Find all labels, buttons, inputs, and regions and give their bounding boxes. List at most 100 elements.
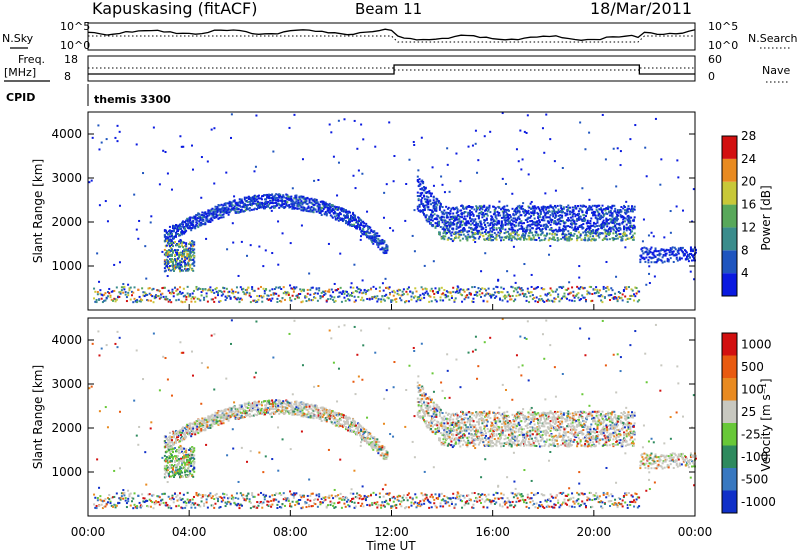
power-point <box>264 207 267 210</box>
power-point <box>255 204 258 207</box>
power-point <box>438 220 441 223</box>
power-point <box>573 296 576 299</box>
power-point <box>321 209 324 212</box>
power-point <box>687 254 690 257</box>
power-point <box>619 214 622 217</box>
power-point <box>213 300 216 303</box>
power-point <box>181 257 184 260</box>
power-point <box>533 287 536 290</box>
power-point <box>550 289 553 292</box>
power-point <box>182 253 185 256</box>
power-frame <box>87 111 696 311</box>
power-colorbar-tick-4: 20 <box>741 175 756 189</box>
power-point <box>334 212 337 215</box>
power-point <box>506 204 509 207</box>
power-point <box>561 219 564 222</box>
power-point <box>536 211 539 214</box>
power-point <box>547 221 550 224</box>
power-point <box>429 215 432 218</box>
power-point <box>582 231 585 234</box>
power-point <box>95 298 98 301</box>
velocity-point <box>180 429 183 432</box>
power-point <box>324 201 327 204</box>
power-point <box>171 235 174 238</box>
velocity-point <box>265 411 268 414</box>
power-point <box>440 175 443 178</box>
power-point <box>523 263 526 266</box>
power-point <box>325 212 328 215</box>
power-point <box>541 219 544 222</box>
power-point <box>531 298 534 301</box>
power-point <box>263 289 266 292</box>
power-point <box>221 206 224 209</box>
power-point <box>240 199 243 202</box>
power-point <box>358 225 361 228</box>
power-point <box>549 223 552 226</box>
power-point <box>103 293 106 296</box>
power-point <box>163 270 166 273</box>
power-point <box>268 193 271 196</box>
power-point <box>547 292 550 295</box>
power-point <box>272 202 275 205</box>
power-point <box>481 216 484 219</box>
power-point <box>275 201 278 204</box>
velocity-point <box>203 420 206 423</box>
power-point <box>204 222 207 225</box>
velocity-point <box>181 439 184 442</box>
power-point <box>176 251 179 254</box>
power-point <box>530 207 533 210</box>
power-point <box>271 288 274 291</box>
power-point <box>633 216 636 219</box>
power-point <box>358 217 361 220</box>
power-point <box>184 229 187 232</box>
power-point <box>620 216 623 219</box>
power-point <box>442 236 445 239</box>
power-point <box>195 218 198 221</box>
power-point <box>233 200 236 203</box>
power-point <box>517 237 520 240</box>
velocity-point <box>265 404 268 407</box>
power-point <box>433 213 436 216</box>
power-point <box>162 295 165 298</box>
power-point <box>203 296 206 299</box>
power-point <box>277 294 280 297</box>
power-point <box>640 254 643 257</box>
power-point <box>192 297 195 300</box>
power-point <box>191 250 194 253</box>
power-point <box>577 212 580 215</box>
velocity-point <box>169 441 172 444</box>
power-point <box>194 300 197 303</box>
power-point <box>314 297 317 300</box>
power-point <box>583 216 586 219</box>
power-point <box>340 207 343 210</box>
power-point <box>543 151 546 154</box>
power-point <box>526 287 529 290</box>
power-point <box>595 234 598 237</box>
power-point <box>245 196 248 199</box>
power-point <box>239 297 242 300</box>
power-point <box>614 218 617 221</box>
power-point <box>497 231 500 234</box>
power-point <box>338 217 341 220</box>
velocity-point <box>214 414 217 417</box>
power-point <box>302 289 305 292</box>
power-point <box>499 232 502 235</box>
power-point <box>186 285 189 288</box>
power-point <box>321 290 324 293</box>
power-point <box>284 290 287 293</box>
power-point <box>305 197 308 200</box>
power-point <box>575 207 578 210</box>
power-point <box>114 298 117 301</box>
power-point <box>611 212 614 215</box>
power-point <box>276 301 279 304</box>
power-point <box>491 221 494 224</box>
power-point <box>452 221 455 224</box>
power-point <box>541 231 544 234</box>
power-point <box>217 207 220 210</box>
power-point <box>237 296 240 299</box>
power-point <box>313 293 316 296</box>
power-point <box>400 299 403 302</box>
power-point <box>165 239 168 242</box>
power-point <box>381 295 384 298</box>
power-point <box>406 287 409 290</box>
